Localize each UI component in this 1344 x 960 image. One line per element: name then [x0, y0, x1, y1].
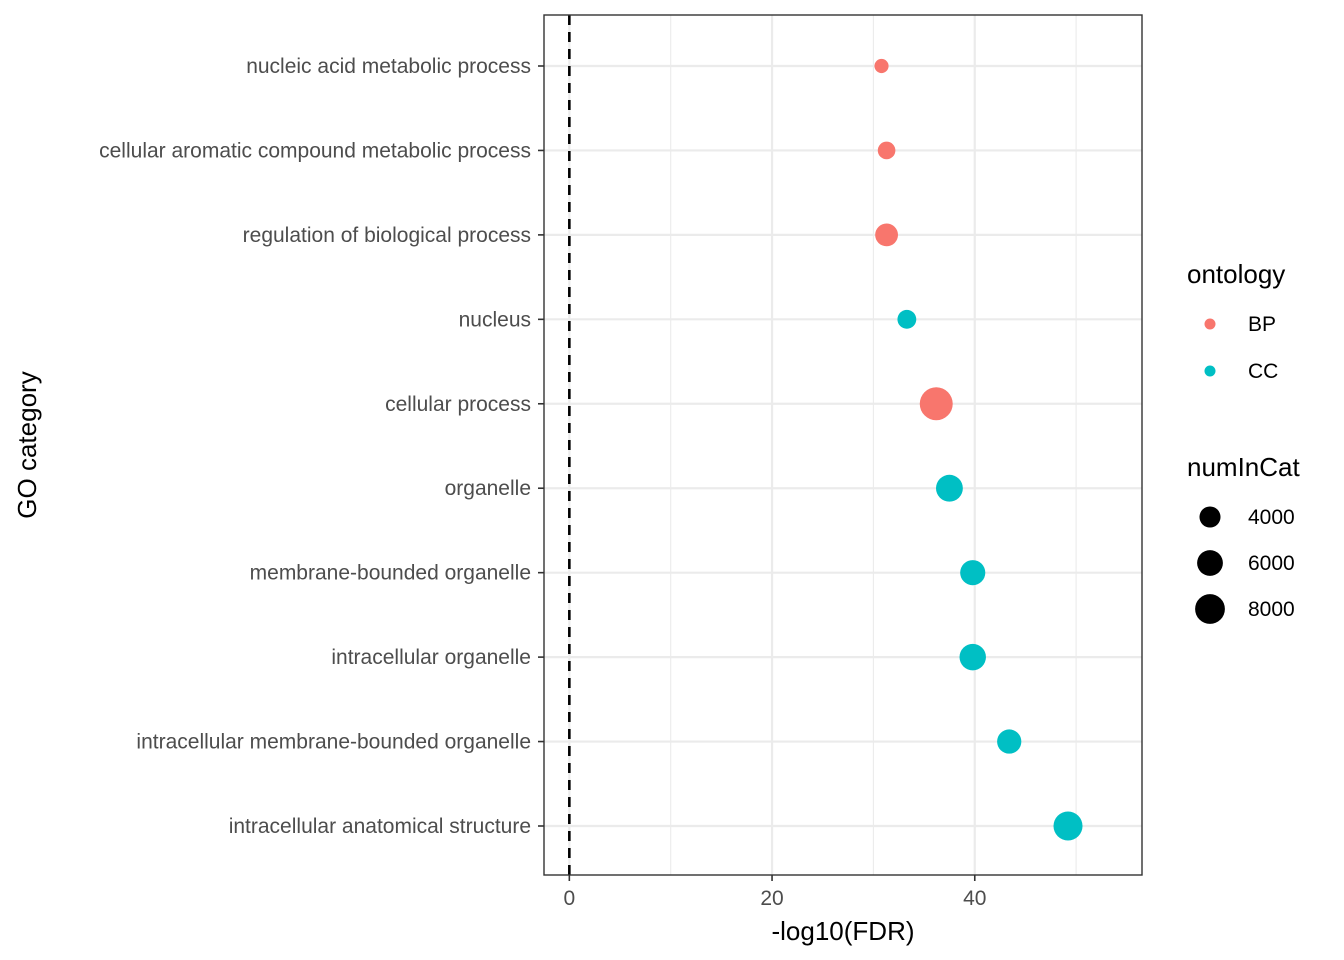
data-point — [936, 474, 963, 502]
y-tick-label: nucleus — [459, 308, 531, 331]
data-point — [874, 58, 889, 74]
data-point — [877, 141, 896, 160]
x-tick-label: 40 — [963, 887, 986, 910]
y-tick-label: cellular aromatic compound metabolic pro… — [99, 139, 531, 162]
x-axis-title: -log10(FDR) — [771, 916, 914, 946]
legend-ontology: ontology BP CC — [1187, 259, 1285, 383]
legend-numincat-label: 6000 — [1248, 552, 1295, 575]
y-axis: nucleic acid metabolic process cellular a… — [99, 55, 544, 838]
y-tick-label: intracellular anatomical structure — [229, 815, 531, 838]
data-point — [875, 223, 898, 247]
y-tick-label: nucleic acid metabolic process — [246, 55, 531, 78]
points-layer — [874, 58, 1083, 841]
legend-ontology-label: BP — [1248, 313, 1276, 336]
y-tick-label: regulation of biological process — [243, 224, 531, 247]
legend-numincat-key — [1199, 506, 1221, 528]
panel-background — [544, 15, 1142, 875]
y-tick-label: organelle — [445, 477, 531, 500]
legend-numincat: numInCat 4000 6000 8000 — [1187, 452, 1300, 624]
data-point — [997, 729, 1022, 754]
panel-border — [543, 14, 1143, 876]
x-tick-label: 0 — [563, 887, 575, 910]
data-point — [919, 387, 953, 421]
y-tick-label: intracellular organelle — [331, 646, 531, 669]
legend-ontology-title: ontology — [1187, 259, 1285, 289]
legend-numincat-key — [1197, 550, 1223, 576]
legend-ontology-label: CC — [1248, 360, 1278, 383]
y-axis-title: GO category — [12, 371, 42, 518]
grid-layer — [544, 15, 1142, 875]
data-point — [897, 309, 917, 329]
y-tick-label: cellular process — [385, 393, 531, 416]
data-point — [1053, 811, 1083, 841]
legend-ontology-key — [1204, 318, 1216, 330]
legend-numincat-label: 8000 — [1248, 598, 1295, 621]
legend-numincat-key — [1195, 594, 1225, 624]
legend-numincat-title: numInCat — [1187, 452, 1300, 482]
x-tick-label: 20 — [760, 887, 783, 910]
y-tick-label: intracellular membrane-bounded organelle — [136, 731, 531, 754]
y-tick-label: membrane-bounded organelle — [250, 562, 531, 585]
x-axis: 0 20 40 — [563, 875, 986, 910]
legend-numincat-label: 4000 — [1248, 506, 1295, 529]
legend-ontology-key — [1204, 365, 1216, 377]
data-point — [959, 643, 986, 671]
data-point — [960, 560, 986, 586]
